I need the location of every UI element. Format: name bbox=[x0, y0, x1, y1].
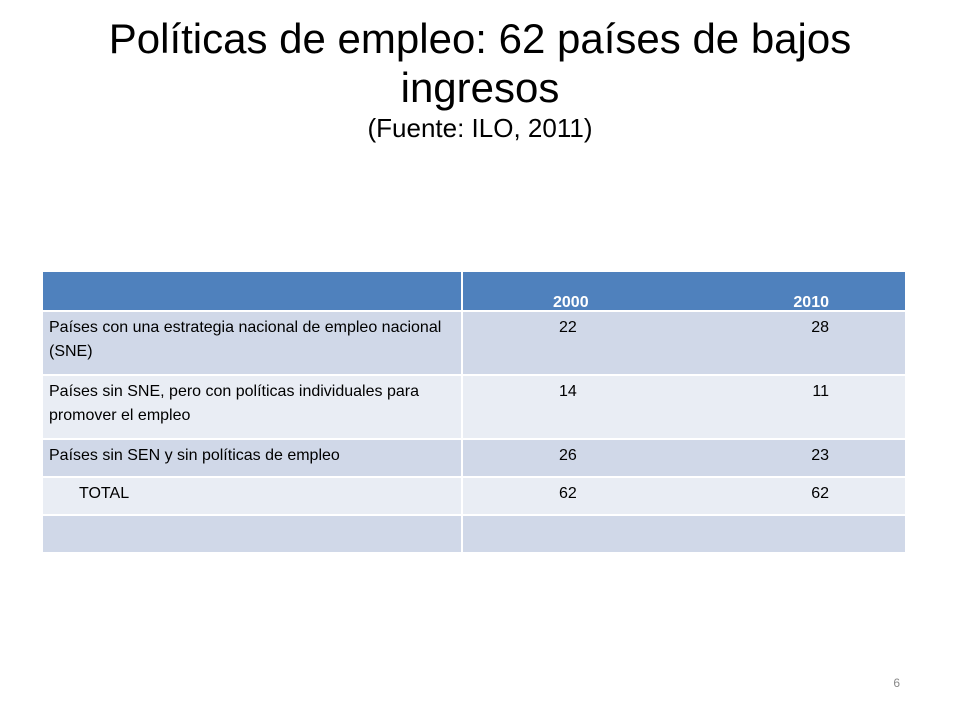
page-title: Políticas de empleo: 62 países de bajos … bbox=[108, 15, 852, 112]
value-2000: 22 bbox=[559, 319, 577, 336]
row-label: Países sin SEN y sin políticas de empleo bbox=[41, 438, 463, 478]
row-values: 62 62 bbox=[461, 476, 907, 516]
row-label: Países con una estrategia nacional de em… bbox=[41, 310, 463, 376]
header-years-cell: 2000 2010 bbox=[461, 270, 907, 312]
table-row-empty bbox=[41, 514, 907, 554]
value-2010: 62 bbox=[811, 485, 829, 502]
page-subtitle: (Fuente: ILO, 2011) bbox=[367, 113, 593, 144]
header-year-2010: 2010 bbox=[793, 294, 829, 311]
value-2010: 28 bbox=[811, 319, 829, 336]
value-2010: 23 bbox=[811, 447, 829, 464]
value-2000: 62 bbox=[559, 485, 577, 502]
table-row-total: TOTAL 62 62 bbox=[41, 476, 907, 516]
table-row: Países con una estrategia nacional de em… bbox=[41, 310, 907, 376]
empty-cell bbox=[461, 514, 907, 554]
header-year-2000: 2000 bbox=[553, 294, 589, 311]
table-row: Países sin SNE, pero con políticas indiv… bbox=[41, 374, 907, 440]
employment-policy-table: 2000 2010 Países con una estrategia naci… bbox=[41, 270, 907, 554]
value-2010: 11 bbox=[812, 383, 829, 400]
value-2000: 26 bbox=[559, 447, 577, 464]
row-label-total: TOTAL bbox=[41, 476, 463, 516]
table-row: Países sin SEN y sin políticas de empleo… bbox=[41, 438, 907, 478]
value-2000: 14 bbox=[559, 383, 577, 400]
slide-number: 6 bbox=[893, 676, 900, 690]
row-values: 26 23 bbox=[461, 438, 907, 478]
table-header-row: 2000 2010 bbox=[41, 270, 907, 312]
header-label-cell bbox=[41, 270, 463, 312]
row-label: Países sin SNE, pero con políticas indiv… bbox=[41, 374, 463, 440]
row-values: 22 28 bbox=[461, 310, 907, 376]
empty-cell bbox=[41, 514, 463, 554]
row-values: 14 11 bbox=[461, 374, 907, 440]
slide-title: Políticas de empleo: 62 países de bajos … bbox=[40, 14, 920, 146]
